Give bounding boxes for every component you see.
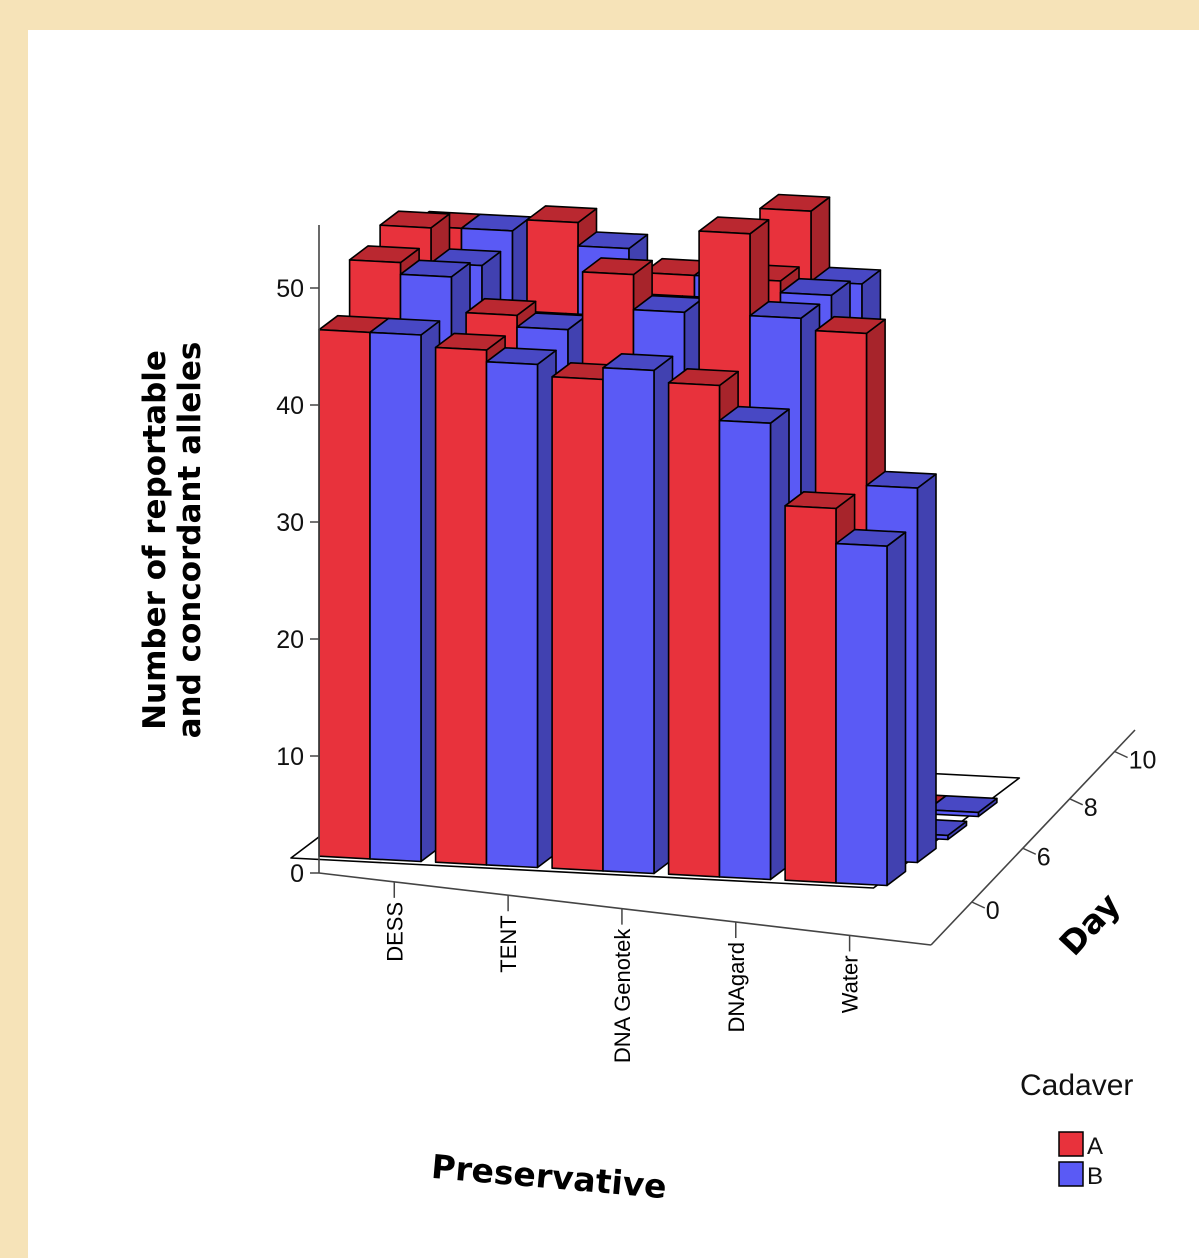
z-axis-title: Day: [1051, 885, 1127, 963]
day-tick-10: [1114, 750, 1128, 759]
bar-dnagard-day-0-b-front: [718, 419, 772, 881]
x-tick-label-dnagard: DNAgard: [724, 942, 749, 1032]
bar-tent-day-0-a-front: [434, 346, 488, 866]
day-tick-label-10: 10: [1129, 747, 1157, 775]
y-tick-label-30: 30: [276, 509, 304, 537]
bar-dess-day-0-b: [369, 317, 441, 863]
bar-water-day-0-a-front: [784, 504, 837, 884]
legend-label-b: B: [1087, 1163, 1103, 1190]
bar-tent-day-0-b: [485, 346, 557, 869]
day-tick-6: [1022, 847, 1037, 855]
bar-dna-genotek-day-0-b: [602, 352, 674, 875]
bar-dnagard-day-0-b: [718, 405, 790, 881]
legend-title: Cadaver: [1020, 1069, 1133, 1102]
bar-dna-genotek-day-0-b-front: [602, 366, 655, 875]
x-tick-label-water: Water: [838, 955, 863, 1013]
bar-water-day-0-b-front: [835, 542, 888, 887]
day-tick-8: [1069, 798, 1084, 806]
legend-label-a: A: [1087, 1133, 1103, 1160]
y-tick-label-0: 0: [290, 860, 304, 888]
bar-chart-3d: 0 10 20 30 40 50 DESS TENT DNA Genotek DNAgard Wat…: [137, 193, 1156, 1206]
x-tick-label-tent: TENT: [496, 915, 521, 972]
bar-water-day-0-b-side: [886, 531, 907, 887]
y-tick-label-10: 10: [276, 743, 304, 771]
bar-tent-day-0-b-front: [485, 360, 539, 869]
x-tick-label-dess: DESS: [382, 902, 407, 962]
day-tick-label-6: 6: [1037, 843, 1051, 871]
bar-dess-day-0-a-front: [318, 328, 371, 860]
bar-water-day-10-b: [926, 794, 998, 818]
day-tick-label-8: 8: [1084, 794, 1098, 822]
y-tick-label-50: 50: [276, 275, 304, 303]
legend-swatch-a: [1058, 1131, 1084, 1157]
day-tick-0: [971, 901, 986, 909]
y-tick-label-40: 40: [276, 392, 304, 420]
bar-water-day-6-b-side: [916, 473, 937, 864]
x-tick-label-dna-genotek: DNA Genotek: [610, 928, 635, 1064]
y-axis-title-line-1: Number of reportable: [137, 350, 173, 730]
bar-dnagard-day-0-a-front: [667, 381, 721, 878]
bar-dna-genotek-day-0-a-front: [551, 375, 604, 872]
bar-dess-day-0-b-front: [369, 331, 422, 863]
bars-group: [318, 193, 998, 887]
x-axis-title: Preservative: [430, 1147, 668, 1206]
y-axis-title-line-2: and concordant alleles: [172, 342, 208, 739]
bar-water-day-0-b: [835, 528, 907, 887]
axes-group: 0 10 20 30 40 50 DESS TENT DNA Genotek DNAgard Wat…: [276, 225, 1156, 1063]
day-axis-line: [930, 729, 1136, 946]
legend: Cadaver A B: [1020, 1069, 1133, 1190]
legend-swatch-b: [1058, 1161, 1084, 1187]
chart-frame: 0 10 20 30 40 50 DESS TENT DNA Genotek DNAgard Wat…: [28, 30, 1199, 1258]
x-axis-line: [318, 872, 932, 946]
day-tick-label-0: 0: [986, 897, 1000, 925]
y-tick-label-20: 20: [276, 626, 304, 654]
